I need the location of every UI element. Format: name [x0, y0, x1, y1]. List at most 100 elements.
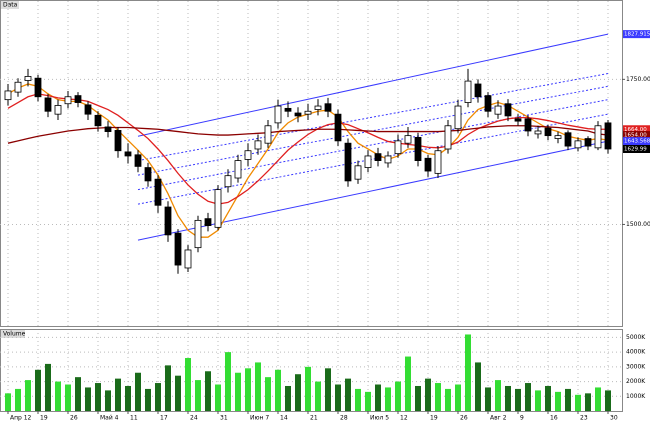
- candle-body: [394, 140, 402, 155]
- candle-body: [494, 105, 502, 115]
- price-panel: [0, 0, 623, 327]
- x-tick-label: 16: [550, 415, 558, 422]
- candle-body: [454, 105, 462, 130]
- candle-body: [84, 104, 92, 115]
- x-tick-label: Апр 12: [10, 415, 32, 422]
- volume-bar: [165, 365, 171, 411]
- volume-bar: [175, 375, 181, 411]
- price-label: 1664.00: [624, 127, 647, 133]
- candle-body: [504, 103, 512, 117]
- volume-bar: [275, 369, 281, 411]
- volume-bar: [555, 391, 561, 411]
- candle-body: [44, 97, 52, 112]
- candle-body: [594, 125, 602, 149]
- panel-label: Data: [3, 2, 18, 9]
- volume-bar: [605, 390, 611, 411]
- y-tick-label: 4000K: [626, 349, 646, 356]
- price-label-bg: [623, 30, 650, 39]
- candle-body: [384, 155, 392, 164]
- candle-body: [444, 125, 452, 150]
- volume-bar: [385, 387, 391, 411]
- volume-bar: [115, 378, 121, 411]
- candle-body: [4, 90, 12, 101]
- price-label: 1643.5684: [624, 139, 650, 145]
- volume-bar: [5, 393, 11, 411]
- x-tick-label: Июл 5: [370, 415, 389, 422]
- candle-body: [64, 96, 72, 105]
- y-tick-label: 1750.00: [626, 76, 650, 83]
- x-tick-label: 12: [400, 415, 408, 422]
- volume-bar: [25, 380, 31, 411]
- candle-body: [334, 113, 342, 142]
- x-tick-label: 24: [190, 415, 198, 422]
- volume-bar: [405, 356, 411, 411]
- volume-bar: [105, 390, 111, 411]
- volume-bar: [575, 394, 581, 411]
- volume-bar: [35, 369, 41, 411]
- volume-bar: [325, 368, 331, 411]
- price-label-bg: [623, 137, 650, 146]
- volume-bar: [525, 383, 531, 411]
- candle-body: [604, 122, 612, 150]
- price-label: 1654.00: [624, 133, 647, 139]
- candle-body: [104, 126, 112, 132]
- candle-body: [34, 77, 42, 98]
- candle-body: [164, 206, 172, 236]
- x-tick-label: 21: [310, 415, 318, 422]
- volume-bar: [245, 368, 251, 411]
- x-tick-label: 11: [130, 415, 138, 422]
- candle-body: [474, 83, 482, 98]
- volume-bar: [345, 378, 351, 411]
- volume-bar: [565, 388, 571, 411]
- candle-body: [14, 81, 22, 93]
- candle-body: [274, 105, 282, 124]
- candle-body: [114, 130, 122, 152]
- volume-bar: [145, 388, 151, 411]
- candle-body: [574, 140, 582, 149]
- volume-bar: [255, 362, 261, 411]
- candle-body: [314, 105, 322, 110]
- volume-bar: [215, 384, 221, 411]
- y-tick-label: 5000K: [626, 334, 646, 341]
- volume-bar: [355, 388, 361, 411]
- volume-bar: [15, 388, 21, 411]
- candle-body: [74, 95, 82, 103]
- candle-body: [134, 154, 142, 167]
- volume-bar: [455, 384, 461, 411]
- candle-body: [524, 118, 532, 132]
- volume-bar: [85, 387, 91, 411]
- price-label-bg: [623, 125, 650, 134]
- candle-body: [254, 140, 262, 150]
- volume-bar: [395, 381, 401, 411]
- candle-body: [284, 107, 292, 112]
- candle-body: [174, 232, 182, 266]
- candle-body: [414, 136, 422, 161]
- volume-bar: [295, 374, 301, 411]
- volume-bar: [155, 383, 161, 411]
- candle-body: [554, 135, 562, 139]
- volume-bar: [195, 380, 201, 411]
- volume-bar: [415, 385, 421, 411]
- volume-bar: [55, 381, 61, 411]
- x-tick-label: 30: [610, 415, 618, 422]
- volume-bar: [535, 390, 541, 411]
- volume-label-bg: [1, 330, 25, 338]
- volume-bar: [375, 384, 381, 411]
- volume-bar: [75, 377, 81, 411]
- x-tick-label: 9: [520, 415, 524, 422]
- volume-bar: [205, 371, 211, 411]
- volume-bar: [585, 393, 591, 411]
- x-tick-label: 31: [220, 415, 228, 422]
- candle-body: [244, 150, 252, 160]
- y-tick-label: 1500.00: [626, 221, 650, 228]
- x-tick-label: 28: [340, 415, 348, 422]
- y-tick-label: 1000K: [626, 393, 646, 400]
- x-tick-label: Июн 7: [250, 415, 269, 422]
- volume-bar: [495, 380, 501, 411]
- channel-line: [137, 33, 609, 137]
- candle-body: [544, 127, 552, 137]
- candle-body: [234, 160, 242, 179]
- volume-bar: [185, 358, 191, 411]
- candle-body: [144, 167, 152, 182]
